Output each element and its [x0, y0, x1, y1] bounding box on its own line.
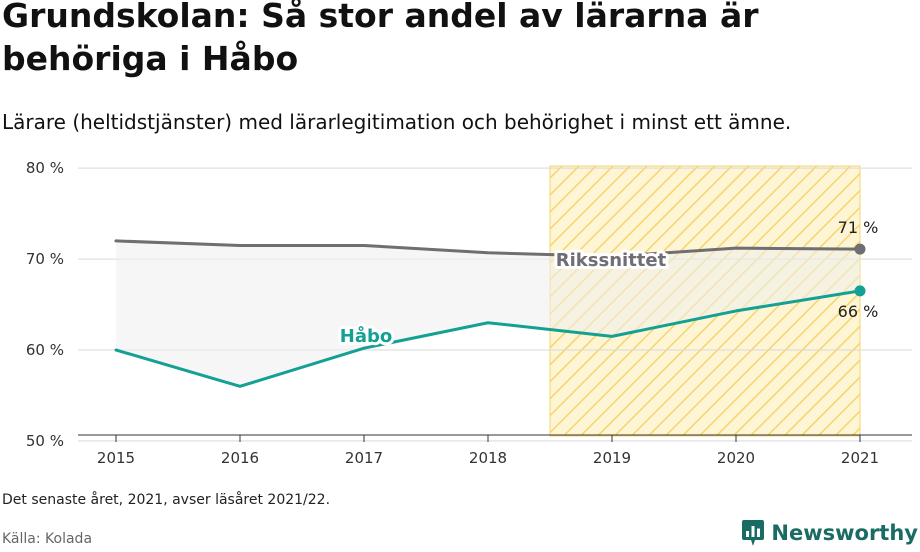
brand: Newsworthy — [741, 518, 918, 548]
chart-subtitle: Lärare (heltidstjänster) med lärarlegiti… — [2, 110, 792, 134]
newsworthy-logo-icon — [742, 520, 765, 546]
x-tick-label: 2021 — [841, 449, 879, 467]
end-value-label: 66 % — [838, 302, 879, 321]
y-tick-label: 70 % — [26, 250, 64, 268]
line-chart: 50 % 60 % 70 % 80 % 2015 2016 2017 2018 2019 202… — [26, 159, 912, 467]
x-tick-label: 2016 — [221, 449, 259, 467]
y-tick-label: 80 % — [26, 159, 64, 177]
footnote: Det senaste året, 2021, avser läsåret 20… — [2, 492, 331, 508]
end-point-rikssnittet — [854, 243, 866, 255]
x-tick-label: 2019 — [593, 449, 631, 467]
brand-name: Newsworthy — [771, 521, 918, 545]
band-area — [116, 240, 860, 387]
source-note: Källa: Kolada — [2, 531, 93, 547]
x-tick-label: 2015 — [97, 449, 135, 467]
difference-band — [116, 240, 860, 387]
x-tick-label: 2017 — [345, 449, 383, 467]
series-line-rikssnittet — [114, 239, 862, 258]
series-line-h-bo — [114, 289, 862, 388]
x-tick-label: 2020 — [717, 449, 755, 467]
y-axis-ticks: 50 % 60 % 70 % 80 % — [26, 159, 64, 450]
series-name-label: Håbo — [340, 325, 392, 347]
x-axis-ticks: 2015 2016 2017 2018 2019 2020 2021 — [97, 435, 879, 467]
series-labels: 71 % 66 % Rikssnittet Håbo — [337, 218, 879, 350]
x-tick-label: 2018 — [469, 449, 507, 467]
end-point-h-bo — [854, 285, 866, 297]
y-tick-label: 50 % — [26, 432, 64, 450]
y-tick-label: 60 % — [26, 341, 64, 359]
end-value-label: 71 % — [838, 218, 879, 237]
chart-title: Grundskolan: Så stor andel av lärarna är… — [2, 0, 759, 78]
series-lines — [114, 239, 866, 388]
series-name-label: Rikssnittet — [556, 250, 667, 271]
